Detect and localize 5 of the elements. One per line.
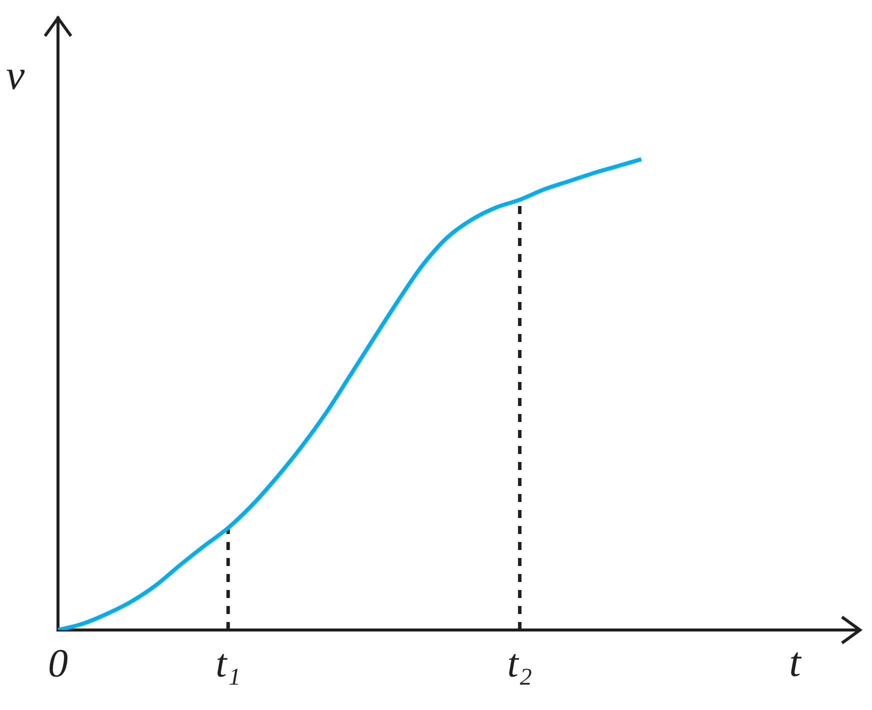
x-tick-label: t₁	[216, 640, 241, 686]
y-axis-title: v	[6, 53, 25, 100]
x-tick-label: t₂	[507, 640, 532, 686]
x-axis-title: t	[789, 640, 802, 686]
x-tick-label: 0	[48, 640, 68, 686]
